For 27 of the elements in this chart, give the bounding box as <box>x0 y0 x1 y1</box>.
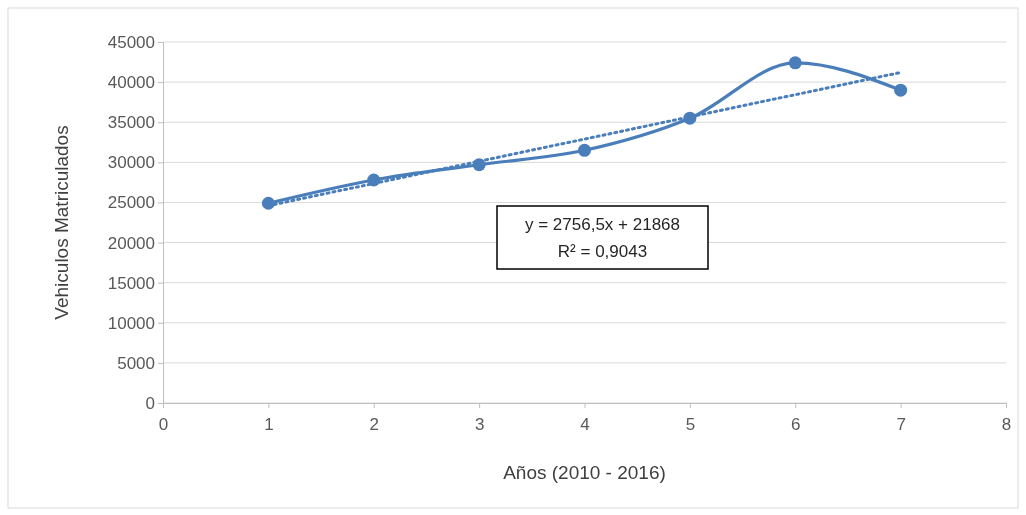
x-tick-label: 8 <box>1001 414 1012 434</box>
y-tick-label: 40000 <box>107 73 155 93</box>
x-tick-label: 3 <box>474 414 485 434</box>
equation-box: y = 2756,5x + 21868 R² = 0,9043 <box>496 205 709 270</box>
annotation: R² = 0,9043 <box>557 242 648 261</box>
point <box>578 143 591 157</box>
x-tick-label: 6 <box>791 414 801 434</box>
x-tick-label: 4 <box>580 414 590 434</box>
x-axis-title: Años (2010 - 2016) <box>503 462 666 483</box>
y-tick-label: 30000 <box>107 153 155 173</box>
y-tick-label: 35000 <box>107 113 155 133</box>
y-tick-label: 25000 <box>107 193 155 213</box>
y-tick-label: 10000 <box>107 313 155 333</box>
y-tick-label: 45000 <box>107 32 155 52</box>
annotation: y = 2756,5x + 21868 <box>524 215 681 234</box>
point <box>788 56 802 70</box>
y-tick-label: 15000 <box>107 273 155 293</box>
y-tick-label: 5000 <box>117 353 155 373</box>
x-tick-label: 7 <box>896 414 906 434</box>
y-tick-label: 0 <box>145 393 155 413</box>
y-tick-label: 20000 <box>107 233 155 253</box>
x-tick-label: 0 <box>158 414 169 434</box>
y-axis-title: Vehiculos Matriculados <box>51 125 72 320</box>
x-tick-label: 5 <box>685 414 696 434</box>
x-tick-label: 1 <box>264 414 274 434</box>
point <box>894 83 908 97</box>
x-tick-label: 2 <box>369 414 379 434</box>
